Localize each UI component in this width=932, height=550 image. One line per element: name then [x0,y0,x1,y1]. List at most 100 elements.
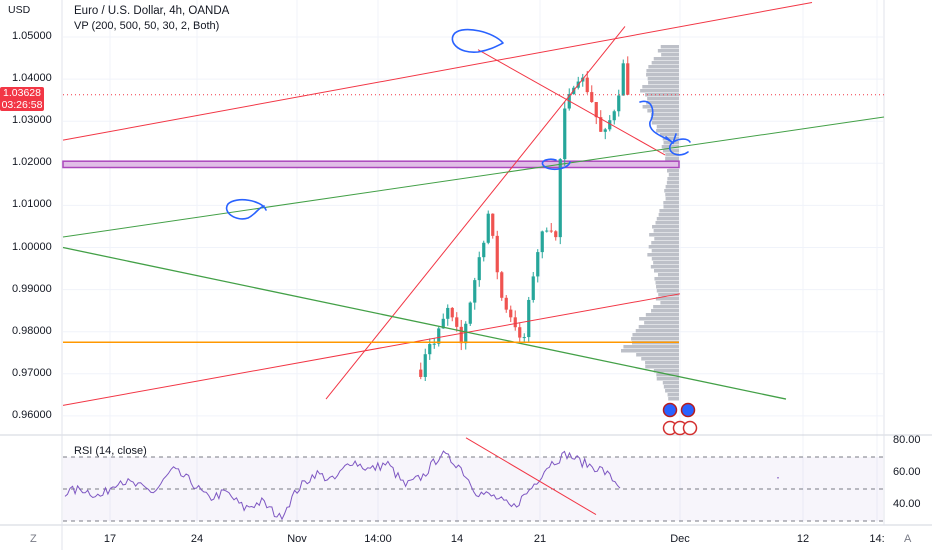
volume-profile-bar [623,345,679,349]
volume-profile-bar [651,241,679,245]
support-zone-rect [62,160,680,169]
volume-profile-bar [665,153,679,157]
volume-profile-bar [653,229,679,233]
candle-body [509,309,513,318]
time-axis-label: 21 [533,533,547,545]
candle-body [599,117,603,132]
volume-profile-bar [657,273,679,277]
volume-profile-bar [667,177,679,181]
volume-profile-bar [667,393,679,397]
candle-body [428,344,432,355]
candle-body [419,369,423,377]
volume-profile-bar [647,97,679,101]
candle-body [459,326,463,344]
volume-profile-bar [658,213,679,217]
candle-body [608,120,612,130]
candle-body [500,272,504,298]
volume-profile-bar [663,205,679,209]
hand-drawings[interactable] [225,28,691,220]
volume-profile-bar [646,101,679,105]
circle-drawing-oct-high [225,198,267,220]
falling-trendline [477,49,666,156]
zoom-toggle[interactable]: Z [30,533,37,545]
volume-profile-bar [651,61,679,65]
volume-profile-bar [650,265,679,269]
price-axis-label: 0.97000 [12,366,52,379]
volume-profile-bar [653,57,679,61]
event-flag-icon[interactable] [682,420,698,436]
volume-profile-bar [635,329,679,333]
volume-profile-bar [655,297,679,301]
time-axis-label: 12 [796,533,810,545]
candle-body [590,92,594,103]
volume-profile-bar [655,281,679,285]
volume-profile-bar [653,305,679,309]
event-flag-icon[interactable] [662,402,678,418]
candle-body [558,159,562,238]
candle-body [423,354,427,377]
volume-profile-bar [654,269,679,273]
price-axis-label: 1.01000 [12,198,52,211]
volume-profile-bar [665,157,679,161]
last-price-tag: 1.03628 03:26:58 [0,87,44,111]
volume-profile-bar [642,105,679,109]
candle-body [549,230,553,232]
time-axis-label: Dec [670,533,690,545]
volume-profile-bar [656,217,679,221]
price-axis-label: 1.03000 [12,114,52,127]
volume-profile-bar [667,169,679,173]
bar-countdown: 03:26:58 [1,99,43,111]
volume-profile-bar [656,285,679,289]
volume-profile-bar [665,185,679,189]
volume-profile-bar [654,237,679,241]
volume-profile-bar [648,81,679,85]
rsi-pane [63,437,883,522]
last-price: 1.03628 [3,87,41,99]
candle-body [540,231,544,253]
volume-profile-bar [644,321,679,325]
rsi-axis-label: 60.00 [893,466,921,478]
candle-body [522,337,526,339]
volume-profile-bar [656,125,679,129]
volume-profile-bar [647,77,679,81]
circle-drawing-target [669,138,691,156]
volume-profile-bar [662,137,679,141]
candle-body [536,252,540,277]
candle-body [482,242,486,258]
rsi-dot [777,477,779,479]
candle-body [468,302,472,324]
volume-profile-bar [640,89,679,93]
time-axis-label: 24 [190,533,204,545]
economic-events[interactable] [662,402,698,436]
volume-profile-bar [664,189,679,193]
rsi-line [64,450,621,521]
event-flag-icon[interactable] [680,402,696,418]
volume-profile-bar [662,381,679,385]
volume-profile-bar [668,397,679,401]
volume-profile-bar [665,193,679,197]
support-zone[interactable] [62,160,680,169]
candle-body [446,307,450,319]
volume-profile-bar [658,293,679,297]
volume-profile-bar [647,253,679,257]
indicator-label[interactable]: VP (200, 500, 50, 30, 2, Both) [74,20,220,32]
candle-body [545,230,549,232]
rsi-legend[interactable]: RSI (14, close) [74,445,147,457]
trendlines[interactable] [62,1,885,406]
volume-profile-bar [656,289,679,293]
volume-profile-bar [663,201,679,205]
time-axis-label: 14:00 [364,533,392,545]
candle-body [527,299,531,338]
time-axis-label: Nov [287,533,307,545]
volume-profile-bar [656,377,679,381]
candle-body [563,108,567,160]
rsi-axis-label: 40.00 [893,498,921,510]
channel-lower-line [62,293,681,406]
volume-profile-bar [659,133,679,137]
auto-scale-toggle[interactable]: A [904,533,912,545]
volume-profile-bar [632,333,679,337]
chart-title[interactable]: Euro / U.S. Dollar, 4h, OANDA [74,5,230,17]
green-falling-line [62,246,787,400]
rising-trendline [325,26,626,400]
